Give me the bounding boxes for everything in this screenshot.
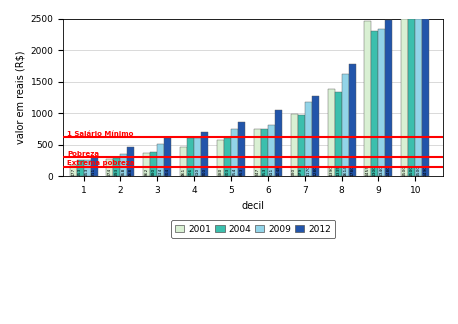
Bar [224, 138, 231, 176]
Text: 2500: 2500 [410, 165, 414, 176]
Text: 253: 253 [85, 168, 89, 176]
Text: 700: 700 [202, 168, 207, 176]
Text: 2500: 2500 [417, 165, 421, 176]
Text: 1390: 1390 [329, 165, 333, 176]
Text: 253: 253 [78, 168, 82, 176]
Bar [114, 158, 120, 176]
Text: Pobreza: Pobreza [67, 151, 99, 156]
Text: 1614: 1614 [343, 165, 347, 176]
Bar [335, 92, 342, 176]
Bar [76, 160, 83, 176]
Text: 274: 274 [108, 168, 112, 176]
Text: 2455: 2455 [366, 165, 370, 176]
Bar [291, 114, 298, 176]
Bar [342, 75, 349, 176]
Bar [83, 160, 91, 176]
Bar [150, 152, 157, 176]
Text: 606: 606 [189, 168, 193, 176]
Bar [409, 18, 415, 176]
Bar [217, 140, 224, 176]
Text: 2340: 2340 [380, 165, 384, 176]
Bar [157, 144, 164, 176]
Bar [268, 125, 275, 176]
Text: 754: 754 [233, 168, 236, 176]
Bar [349, 64, 355, 176]
Bar [231, 129, 238, 176]
Bar [261, 129, 268, 176]
Bar [378, 29, 386, 176]
Bar [415, 18, 422, 176]
Bar [254, 129, 261, 176]
Bar [275, 110, 282, 176]
Bar [127, 147, 135, 176]
X-axis label: decil: decil [242, 201, 265, 211]
Bar [70, 165, 76, 176]
Bar [180, 147, 187, 176]
Y-axis label: valor em reais (R$): valor em reais (R$) [15, 51, 25, 144]
Bar [327, 88, 335, 176]
Text: 853: 853 [240, 168, 244, 176]
Text: 979: 979 [299, 168, 303, 176]
Text: 468: 468 [129, 168, 133, 176]
Text: 1280: 1280 [313, 165, 317, 176]
Bar [386, 20, 393, 176]
Text: 461: 461 [182, 168, 185, 176]
Bar [365, 21, 371, 176]
Text: 604: 604 [166, 168, 170, 176]
Bar [194, 138, 201, 176]
Bar [422, 19, 429, 176]
Text: 753: 753 [262, 168, 267, 176]
Bar [187, 138, 194, 176]
Text: 1048: 1048 [276, 165, 280, 176]
Text: 358: 358 [122, 168, 126, 176]
Text: 747: 747 [256, 168, 259, 176]
Text: 311: 311 [92, 168, 96, 176]
Text: 362: 362 [145, 168, 149, 176]
Text: 514: 514 [159, 168, 163, 176]
Text: 177: 177 [71, 168, 75, 176]
Legend: 2001, 2004, 2009, 2012: 2001, 2004, 2009, 2012 [171, 220, 335, 238]
Text: 990: 990 [292, 168, 296, 176]
Bar [371, 31, 378, 176]
Text: 293: 293 [115, 168, 119, 176]
Text: 2500: 2500 [403, 165, 407, 176]
Text: 390: 390 [152, 168, 156, 176]
Text: 1 Salário Mínimo: 1 Salário Mínimo [67, 131, 133, 137]
Bar [305, 102, 312, 176]
Text: 811: 811 [269, 168, 273, 176]
Bar [106, 159, 114, 176]
Bar [201, 132, 208, 176]
Text: 1780: 1780 [350, 165, 354, 176]
Text: 1170: 1170 [306, 165, 310, 176]
Bar [401, 18, 409, 176]
Text: 2300: 2300 [373, 165, 377, 176]
Bar [143, 154, 150, 176]
Bar [298, 114, 305, 176]
Bar [164, 138, 171, 176]
Text: 2490: 2490 [424, 165, 428, 176]
Text: Extrema pobreza: Extrema pobreza [67, 160, 135, 167]
Text: 603: 603 [225, 168, 229, 176]
Bar [238, 122, 245, 176]
Bar [312, 96, 319, 176]
Text: 2480: 2480 [387, 165, 391, 176]
Bar [91, 157, 98, 176]
Bar [120, 154, 127, 176]
Text: 1335: 1335 [336, 165, 340, 176]
Text: 580: 580 [218, 168, 223, 176]
Text: 610: 610 [196, 168, 200, 176]
